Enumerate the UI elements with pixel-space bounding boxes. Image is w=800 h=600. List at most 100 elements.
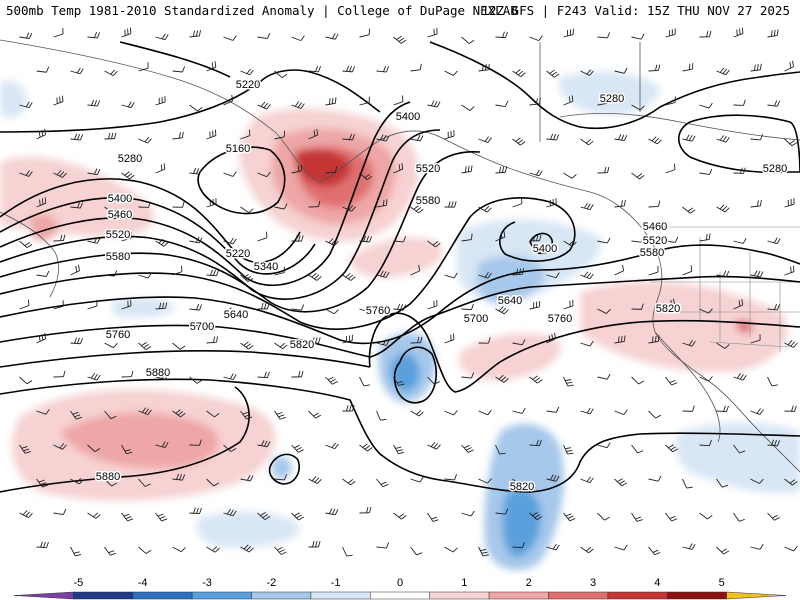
wind-barb bbox=[580, 202, 594, 211]
wind-barb bbox=[274, 70, 288, 78]
wind-barb bbox=[682, 63, 694, 72]
wind-barb bbox=[716, 204, 730, 213]
wind-barb bbox=[376, 65, 390, 73]
wind-barb bbox=[682, 340, 696, 347]
wind-barb bbox=[36, 128, 46, 140]
anomaly-colorbar: -5 -4 -3 -2 -1 0 1 2 3 4 5 bbox=[0, 575, 800, 600]
wind-barb bbox=[359, 376, 370, 387]
wind-barb bbox=[410, 476, 424, 483]
contour-label-5760: 5760 bbox=[106, 329, 130, 341]
wind-barb bbox=[104, 478, 118, 487]
wind-barb bbox=[614, 335, 626, 344]
wind-barb bbox=[257, 101, 271, 110]
wind-barb bbox=[240, 410, 253, 420]
wind-barb bbox=[648, 136, 662, 145]
wind-barb bbox=[784, 198, 795, 208]
wind-barb bbox=[87, 299, 98, 310]
wind-barb bbox=[529, 300, 541, 310]
wind-barb bbox=[342, 405, 355, 412]
wind-barb bbox=[512, 408, 526, 414]
wind-barb bbox=[121, 171, 135, 180]
wind-barb bbox=[478, 478, 492, 484]
wind-barb bbox=[325, 442, 339, 450]
wind-barb bbox=[665, 512, 678, 522]
wind-barb bbox=[427, 299, 438, 310]
wind-barb bbox=[614, 478, 628, 487]
wind-barb bbox=[597, 442, 611, 449]
contour-label-5280: 5280 bbox=[763, 163, 787, 175]
wind-barb bbox=[53, 443, 67, 450]
wind-barb bbox=[104, 270, 118, 277]
wind-barb bbox=[36, 409, 50, 415]
contour-label-5880: 5880 bbox=[96, 471, 120, 483]
wind-barb bbox=[19, 376, 33, 385]
wind-barb bbox=[53, 370, 66, 378]
wind-barb bbox=[359, 305, 373, 313]
wind-barb bbox=[70, 337, 83, 345]
wind-barb bbox=[580, 138, 594, 146]
contour-label-5460: 5460 bbox=[108, 209, 132, 221]
wind-barb bbox=[274, 342, 288, 350]
anomaly-gulf-of-alaska-warm bbox=[239, 108, 419, 242]
run-valid-time: 12Z GFS | F243 Valid: 15Z THU NOV 27 202… bbox=[481, 3, 790, 18]
wind-barb bbox=[104, 206, 118, 214]
wind-barb bbox=[716, 342, 730, 349]
contour-label-5460: 5460 bbox=[643, 221, 667, 233]
map-canvas[interactable]: 5160 5220 5220 5280 5280 5280 5340 5400 5400 5400… bbox=[0, 22, 800, 575]
wind-barb bbox=[308, 337, 321, 344]
contour-label-5280: 5280 bbox=[600, 93, 624, 105]
colorbar-swatch bbox=[191, 591, 252, 600]
colorbar-tick-label: 2 bbox=[526, 577, 532, 589]
wind-barb bbox=[529, 375, 543, 384]
wind-barb bbox=[767, 512, 780, 521]
wind-barb bbox=[325, 166, 338, 174]
colorbar-swatch bbox=[310, 591, 371, 600]
wind-barb bbox=[189, 29, 201, 38]
wind-barb bbox=[19, 510, 33, 518]
wind-barb bbox=[359, 96, 370, 106]
wind-barb bbox=[444, 410, 458, 416]
wind-barb bbox=[410, 546, 423, 556]
wind-barb bbox=[597, 97, 609, 106]
product-title: 500mb Temp 1981-2010 Standardized Anomal… bbox=[6, 3, 518, 18]
wind-barb bbox=[155, 441, 169, 448]
contour-label-5640: 5640 bbox=[498, 295, 522, 307]
wind-barb bbox=[410, 336, 423, 344]
map-panel[interactable]: 5160 5220 5220 5280 5280 5280 5340 5400 5400 5400… bbox=[0, 22, 800, 575]
wind-barb bbox=[614, 544, 628, 551]
wind-barb bbox=[172, 66, 186, 73]
wind-barb bbox=[121, 101, 135, 109]
contour-label-5400: 5400 bbox=[108, 193, 132, 205]
wind-barb bbox=[665, 28, 676, 38]
wind-barb bbox=[461, 36, 475, 44]
wind-barb bbox=[104, 342, 118, 349]
contour-label-5760: 5760 bbox=[366, 305, 390, 317]
wind-barb bbox=[206, 478, 220, 487]
wind-barb bbox=[512, 268, 525, 276]
colorbar-tick-label: 1 bbox=[461, 577, 467, 589]
wind-barb bbox=[189, 304, 203, 311]
colorbar-swatch bbox=[251, 591, 312, 600]
wind-barb bbox=[461, 233, 473, 242]
wind-barb bbox=[427, 164, 438, 174]
wind-barb bbox=[699, 30, 712, 38]
wind-barb bbox=[206, 410, 220, 418]
wind-barb bbox=[342, 133, 355, 141]
wind-barb bbox=[240, 341, 254, 350]
contour-label-5580: 5580 bbox=[416, 195, 440, 207]
wind-barb bbox=[393, 163, 404, 174]
wind-barb bbox=[172, 265, 183, 276]
wind-barb bbox=[138, 407, 152, 416]
wind-barb bbox=[155, 163, 166, 174]
wind-barb bbox=[529, 35, 543, 42]
colorbar-tick-label: -1 bbox=[331, 577, 341, 589]
wind-barb bbox=[19, 299, 30, 310]
wind-barb bbox=[733, 444, 746, 454]
wind-barb bbox=[121, 232, 132, 242]
wind-barb bbox=[342, 478, 356, 486]
wind-barb bbox=[393, 512, 407, 520]
wind-barb bbox=[70, 202, 84, 209]
wind-barb bbox=[359, 172, 373, 180]
wind-barb bbox=[716, 546, 730, 555]
wind-barb bbox=[325, 508, 339, 516]
